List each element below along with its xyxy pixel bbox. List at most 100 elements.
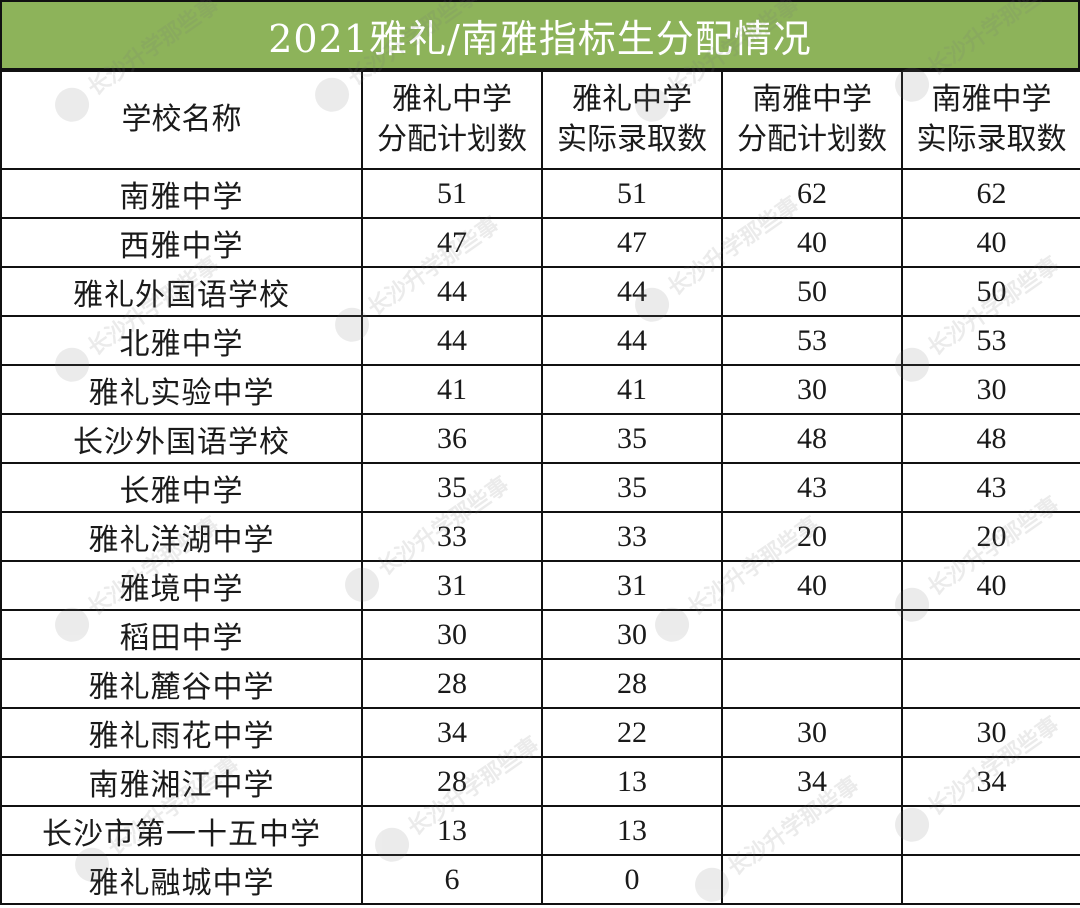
yali-plan-cell: 33 [361,511,543,562]
table-row: 南雅中学 51 51 62 62 [0,168,1080,219]
header-line: 南雅中学 [931,82,1052,117]
table-row: 雅礼实验中学 41 41 30 30 [0,364,1080,415]
school-name-cell: 西雅中学 [0,217,363,268]
school-name-cell: 长沙市第一十五中学 [0,805,363,856]
nanya-actual-cell: 30 [901,707,1080,758]
yali-plan-cell: 13 [361,805,543,856]
yali-actual-cell: 44 [541,315,723,366]
nanya-actual-cell [901,854,1080,905]
nanya-plan-cell [721,609,903,660]
nanya-actual-cell: 30 [901,364,1080,415]
nanya-actual-cell: 50 [901,266,1080,317]
header-row: 学校名称 雅礼中学 分配计划数 雅礼中学 实际录取数 南雅中学 分配计划数 南雅… [0,70,1080,170]
nanya-plan-cell: 50 [721,266,903,317]
yali-plan-cell: 41 [361,364,543,415]
header-line: 雅礼中学 [572,82,692,117]
school-name-cell: 南雅中学 [0,168,363,219]
yali-plan-cell: 30 [361,609,543,660]
nanya-plan-cell: 48 [721,413,903,464]
yali-actual-cell: 41 [541,364,723,415]
yali-actual-cell: 51 [541,168,723,219]
nanya-plan-cell [721,805,903,856]
yali-actual-cell: 30 [541,609,723,660]
yali-plan-cell: 6 [361,854,543,905]
yali-actual-cell: 31 [541,560,723,611]
nanya-actual-cell: 40 [901,217,1080,268]
table-row: 西雅中学 47 47 40 40 [0,217,1080,268]
nanya-plan-cell: 40 [721,560,903,611]
school-name-cell: 雅礼外国语学校 [0,266,363,317]
header-line: 学校名称 [121,102,242,137]
yali-plan-cell: 44 [361,315,543,366]
nanya-actual-cell: 62 [901,168,1080,219]
nanya-actual-cell [901,658,1080,709]
yali-plan-cell: 31 [361,560,543,611]
column-header-nanya-plan: 南雅中学 分配计划数 [721,70,903,170]
nanya-actual-cell: 48 [901,413,1080,464]
yali-plan-cell: 28 [361,756,543,807]
header-line: 实际录取数 [916,122,1067,157]
yali-actual-cell: 33 [541,511,723,562]
table-row: 雅礼雨花中学 34 22 30 30 [0,707,1080,758]
yali-plan-cell: 35 [361,462,543,513]
column-header-yali-actual: 雅礼中学 实际录取数 [541,70,723,170]
nanya-actual-cell [901,805,1080,856]
table-row: 雅礼洋湖中学 33 33 20 20 [0,511,1080,562]
nanya-plan-cell: 62 [721,168,903,219]
yali-actual-cell: 44 [541,266,723,317]
yali-plan-cell: 34 [361,707,543,758]
header-line: 雅礼中学 [392,82,512,117]
yali-actual-cell: 35 [541,413,723,464]
school-name-cell: 雅礼实验中学 [0,364,363,415]
table-row: 长雅中学 35 35 43 43 [0,462,1080,513]
school-name-cell: 长雅中学 [0,462,363,513]
school-name-cell: 南雅湘江中学 [0,756,363,807]
school-name-cell: 北雅中学 [0,315,363,366]
nanya-plan-cell: 30 [721,707,903,758]
yali-actual-cell: 47 [541,217,723,268]
school-name-cell: 雅礼雨花中学 [0,707,363,758]
nanya-plan-cell: 20 [721,511,903,562]
nanya-actual-cell: 43 [901,462,1080,513]
yali-plan-cell: 36 [361,413,543,464]
table-row: 长沙外国语学校 36 35 48 48 [0,413,1080,464]
yali-actual-cell: 13 [541,805,723,856]
school-name-cell: 雅礼洋湖中学 [0,511,363,562]
nanya-actual-cell [901,609,1080,660]
nanya-plan-cell [721,658,903,709]
yali-actual-cell: 35 [541,462,723,513]
table-row: 雅境中学 31 31 40 40 [0,560,1080,611]
school-name-cell: 雅礼融城中学 [0,854,363,905]
table-row: 稻田中学 30 30 [0,609,1080,660]
yali-plan-cell: 47 [361,217,543,268]
school-name-cell: 雅礼麓谷中学 [0,658,363,709]
yali-plan-cell: 51 [361,168,543,219]
yali-plan-cell: 28 [361,658,543,709]
table-row: 长沙市第一十五中学 13 13 [0,805,1080,856]
nanya-actual-cell: 20 [901,511,1080,562]
allocation-table: 学校名称 雅礼中学 分配计划数 雅礼中学 实际录取数 南雅中学 分配计划数 南雅… [0,70,1080,905]
header-line: 南雅中学 [752,82,872,117]
table-row: 南雅湘江中学 28 13 34 34 [0,756,1080,807]
nanya-plan-cell: 34 [721,756,903,807]
table-body: 南雅中学 51 51 62 62 西雅中学 47 47 40 40 雅礼外国语学校 44 44 50 50 北… [0,168,1080,905]
table-row: 北雅中学 44 44 53 53 [0,315,1080,366]
header-line: 分配计划数 [737,122,887,157]
yali-plan-cell: 44 [361,266,543,317]
table-row: 雅礼外国语学校 44 44 50 50 [0,266,1080,317]
column-header-yali-plan: 雅礼中学 分配计划数 [361,70,543,170]
table-row: 雅礼麓谷中学 28 28 [0,658,1080,709]
yali-actual-cell: 0 [541,854,723,905]
page-title: 2021雅礼/南雅指标生分配情况 [0,0,1080,70]
nanya-plan-cell: 40 [721,217,903,268]
column-header-school: 学校名称 [0,70,363,170]
nanya-plan-cell [721,854,903,905]
nanya-actual-cell: 53 [901,315,1080,366]
header-line: 实际录取数 [557,122,707,157]
school-name-cell: 雅境中学 [0,560,363,611]
nanya-plan-cell: 43 [721,462,903,513]
yali-actual-cell: 22 [541,707,723,758]
nanya-actual-cell: 34 [901,756,1080,807]
yali-actual-cell: 28 [541,658,723,709]
